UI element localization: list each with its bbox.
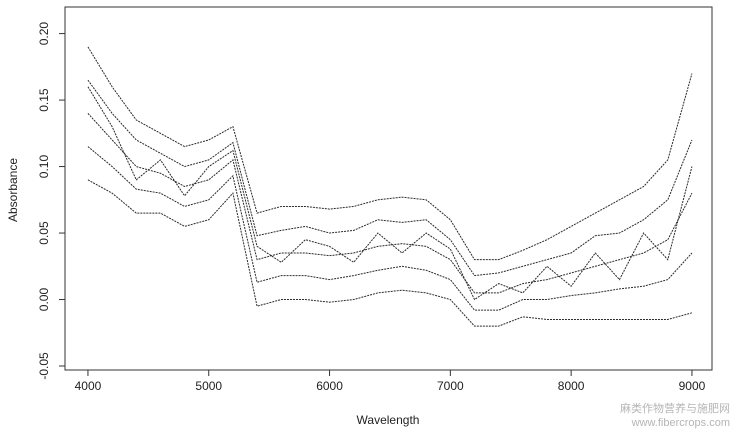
y-tick-label: 0.20 [37,22,51,46]
x-tick-label: 6000 [316,379,343,393]
spectrum-line [87,113,693,294]
y-tick-label: 0.10 [37,155,51,179]
y-tick-label: 0.15 [37,88,51,112]
x-tick-label: 4000 [75,379,102,393]
x-tick-label: 9000 [679,379,706,393]
spectrum-line [87,79,693,277]
x-tick-label: 7000 [437,379,464,393]
spectrum-line [87,146,693,311]
y-tick-label: 0.05 [37,221,51,245]
spectrum-line [87,46,693,261]
x-tick-label: 5000 [195,379,222,393]
plot-frame [64,6,713,371]
spectrum-line [87,179,693,327]
y-axis-label: Absorbance [6,158,20,222]
spectrum-line [87,86,693,301]
y-tick-label: -0.05 [37,352,51,380]
x-axis-label: Wavelength [357,413,420,427]
x-tick-label: 8000 [558,379,585,393]
watermark: 麻类作物营养与施肥网 [620,401,730,415]
y-tick-label: 0.00 [37,288,51,312]
watermark: www.fibercrops.com [631,417,730,429]
